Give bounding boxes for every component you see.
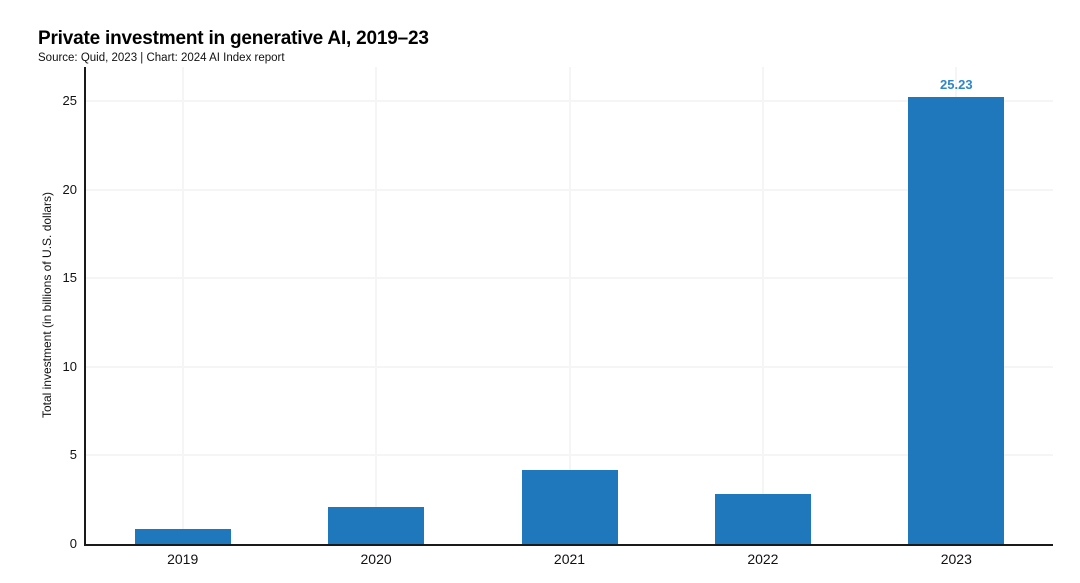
bar-2020 <box>328 507 425 544</box>
gridline-x-2019 <box>181 67 184 544</box>
chart-subtitle: Source: Quid, 2023 | Chart: 2024 AI Inde… <box>38 52 285 64</box>
x-tick-label-2020: 2020 <box>360 551 392 567</box>
y-tick-label-20: 20 <box>62 181 77 197</box>
gridline-x-2022 <box>761 67 764 544</box>
bar-2019 <box>134 528 231 544</box>
gridline-x-2020 <box>375 67 378 544</box>
y-tick-label-0: 0 <box>69 536 77 551</box>
y-tick-label-15: 15 <box>62 270 77 286</box>
y-tick-label-10: 10 <box>62 358 77 374</box>
x-tick-label-2022: 2022 <box>747 551 779 567</box>
x-tick-label-2021: 2021 <box>553 551 586 567</box>
y-tick-label-25: 25 <box>62 93 77 108</box>
bar-2022 <box>714 493 811 544</box>
bar-2021 <box>521 470 618 544</box>
x-tick-label-2023: 2023 <box>940 551 972 567</box>
y-axis-title: Total investment (in billions of U.S. do… <box>40 191 54 419</box>
bar-2023 <box>908 96 1005 544</box>
value-label-2023: 25.23 <box>940 76 973 92</box>
plot-area: 25.23 <box>84 67 1053 546</box>
gridline-x-2021 <box>568 67 571 544</box>
chart-title: Private investment in generative AI, 201… <box>38 28 429 49</box>
y-tick-label-5: 5 <box>69 447 77 463</box>
x-tick-label-2019: 2019 <box>167 551 199 567</box>
